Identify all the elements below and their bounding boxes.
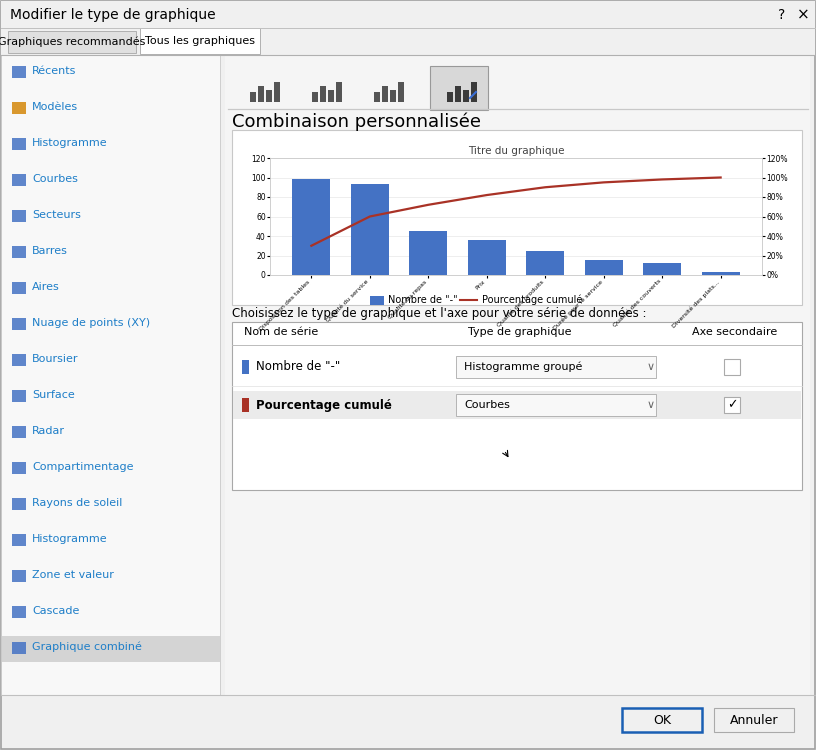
Bar [12,66,26,78]
Text: Récents: Récents [32,66,77,76]
Bar [328,90,334,102]
FancyBboxPatch shape [140,28,260,54]
Bar [12,498,26,510]
Text: Graphique combiné: Graphique combiné [32,642,142,652]
Text: Aires: Aires [32,282,60,292]
Text: ∨: ∨ [647,362,655,372]
Text: Nombre de "-": Nombre de "-" [388,295,458,305]
Text: Compartimentage: Compartimentage [32,462,134,472]
Text: Choisissez le type de graphique et l'axe pour votre série de données :: Choisissez le type de graphique et l'axe… [232,308,646,320]
Text: ?: ? [778,8,786,22]
Bar [266,90,272,102]
Bar [12,282,26,294]
FancyBboxPatch shape [430,66,488,110]
Bar [351,184,389,275]
FancyBboxPatch shape [456,356,656,378]
Text: Annuler: Annuler [730,713,778,727]
Text: OK: OK [653,713,671,727]
Text: Nombre de "-": Nombre de "-" [256,361,340,374]
Bar [312,92,318,102]
Bar [12,462,26,474]
Text: Tous les graphiques: Tous les graphiques [145,36,255,46]
Bar [1,28,815,55]
Bar [274,82,280,102]
Bar [336,82,342,102]
Text: Cascade: Cascade [32,606,79,616]
Bar [1,1,815,28]
Bar [12,210,26,222]
Bar [1,55,220,695]
Text: ✓: ✓ [727,398,737,412]
Bar [468,240,506,275]
Bar [390,90,396,102]
Bar [370,296,384,305]
Bar [12,102,26,114]
Bar [471,82,477,102]
FancyBboxPatch shape [714,708,794,732]
Bar [12,390,26,402]
Bar [242,360,249,374]
Text: ×: × [796,8,809,22]
FancyBboxPatch shape [232,130,802,305]
Text: Radar: Radar [32,426,65,436]
Bar [410,231,447,275]
Text: Pourcentage cumulé: Pourcentage cumulé [256,398,392,412]
FancyBboxPatch shape [724,359,740,375]
Text: Secteurs: Secteurs [32,210,81,220]
Bar [233,391,801,419]
Bar [12,426,26,438]
Text: Surface: Surface [32,390,75,400]
Text: ∨: ∨ [647,400,655,410]
Text: Nuage de points (XY): Nuage de points (XY) [32,318,150,328]
Text: Courbes: Courbes [32,174,78,184]
Title: Titre du graphique: Titre du graphique [468,146,564,156]
FancyBboxPatch shape [622,708,702,732]
Bar [12,642,26,654]
Bar [2,636,220,662]
Bar [12,138,26,150]
Text: Graphiques recommandés: Graphiques recommandés [0,37,146,47]
Bar [585,260,623,275]
Bar [12,246,26,258]
Text: Pourcentage cumulé: Pourcentage cumulé [482,295,583,305]
Text: Type de graphique: Type de graphique [468,327,571,337]
Bar [250,92,256,102]
Bar [526,251,564,275]
Text: Histogramme: Histogramme [32,534,108,544]
Text: Modèles: Modèles [32,102,78,112]
Bar [455,86,461,102]
Text: Courbes: Courbes [464,400,510,410]
Text: Barres: Barres [32,246,68,256]
Text: Axe secondaire: Axe secondaire [692,327,778,337]
Text: Boursier: Boursier [32,354,78,364]
Text: Zone et valeur: Zone et valeur [32,570,114,580]
Text: Combinaison personnalisée: Combinaison personnalisée [232,112,481,131]
Bar [374,92,380,102]
Bar [12,318,26,330]
Text: Modifier le type de graphique: Modifier le type de graphique [10,8,215,22]
Bar [12,606,26,618]
Bar [398,82,404,102]
Text: Rayons de soleil: Rayons de soleil [32,498,122,508]
Text: Nom de série: Nom de série [244,327,318,337]
Text: Histogramme groupé: Histogramme groupé [464,362,583,372]
Bar [225,55,810,695]
Bar [702,272,739,275]
Bar [463,90,469,102]
Bar [447,92,453,102]
Bar [320,86,326,102]
Bar [382,86,388,102]
FancyBboxPatch shape [232,322,802,490]
Bar [12,534,26,546]
FancyBboxPatch shape [456,394,656,416]
Text: Histogramme: Histogramme [32,138,108,148]
FancyBboxPatch shape [8,31,136,53]
Bar [242,398,249,412]
Bar [258,86,264,102]
Bar [12,174,26,186]
Bar [12,570,26,582]
FancyBboxPatch shape [724,397,740,413]
Bar [292,179,330,275]
Bar [12,354,26,366]
